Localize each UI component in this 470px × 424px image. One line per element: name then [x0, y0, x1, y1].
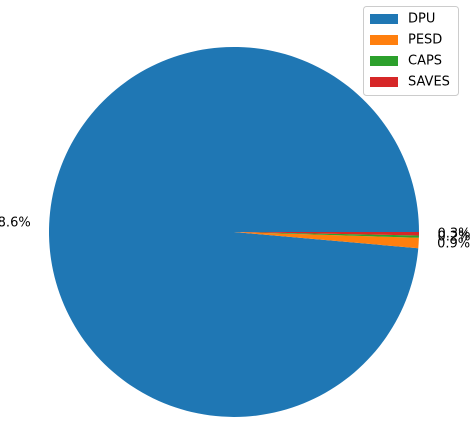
- legend-swatch-pesd: [370, 35, 398, 45]
- pie-slice-pesd: [234, 232, 419, 249]
- legend-frame: [363, 6, 459, 96]
- pie-slice-caps: [234, 232, 419, 238]
- legend-label-caps: CAPS: [408, 54, 442, 69]
- pie-slice-dpu: [49, 46, 419, 417]
- legend-label-saves: SAVES: [408, 75, 450, 90]
- pie-slices: [49, 46, 420, 417]
- legend: DPU PESD CAPS SAVES: [363, 6, 459, 96]
- pie-label-dpu: 98.6%: [0, 216, 31, 231]
- pie-percent-labels: 98.6% 0.9%0.2%0.3%: [0, 216, 470, 252]
- pie-slice-saves: [234, 232, 420, 236]
- pie-label-pesd: 0.9%: [437, 237, 470, 252]
- pie-label-saves: 0.3%: [437, 226, 470, 241]
- legend-label-pesd: PESD: [408, 33, 442, 48]
- legend-swatch-saves: [370, 77, 398, 87]
- legend-swatch-caps: [370, 56, 398, 66]
- pie-label-caps: 0.2%: [437, 230, 470, 245]
- legend-swatch-dpu: [370, 14, 398, 24]
- legend-label-dpu: DPU: [408, 12, 435, 27]
